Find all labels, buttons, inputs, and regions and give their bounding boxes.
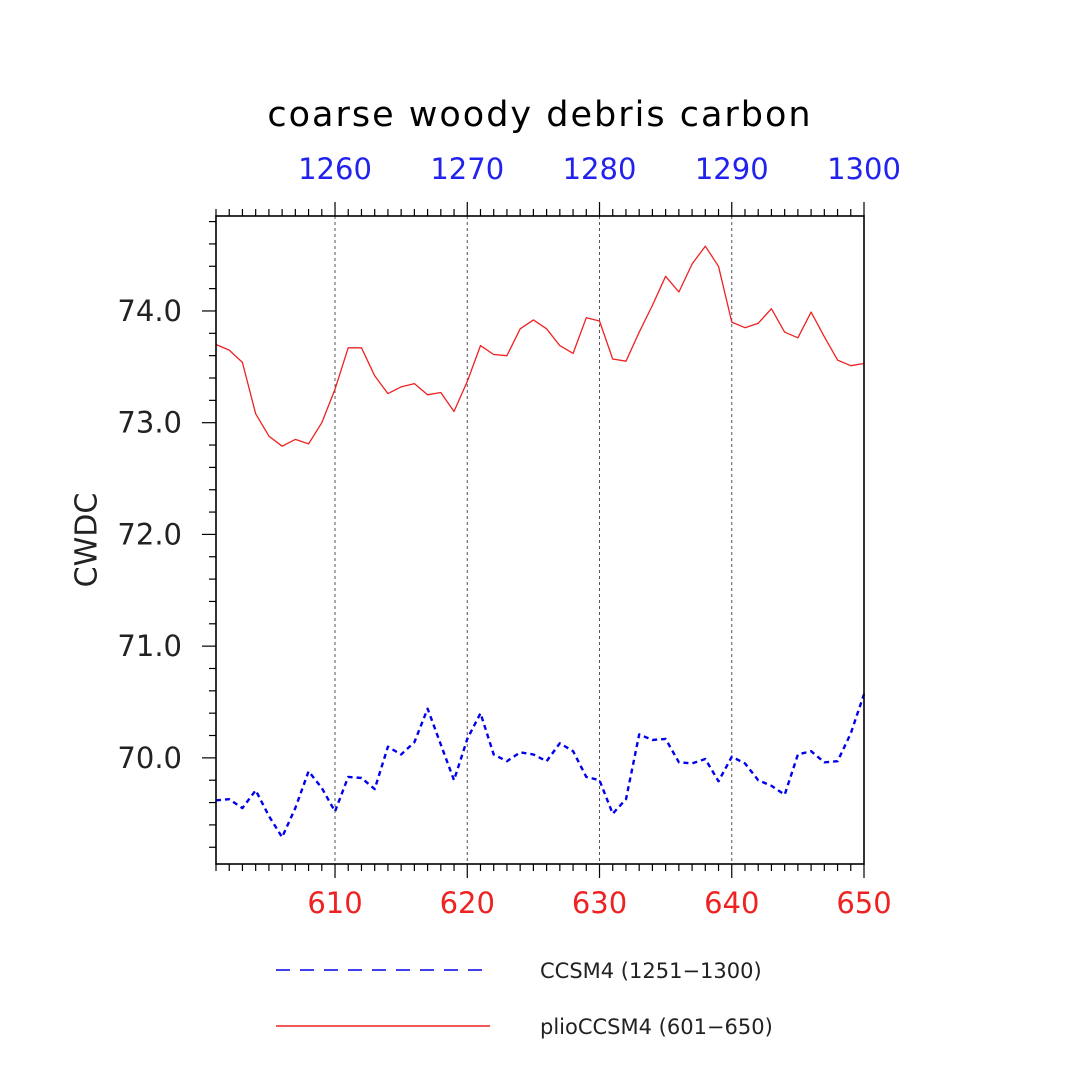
y-tick-label: 70.0	[117, 741, 182, 775]
x-top-tick-label: 1300	[827, 152, 901, 186]
legend-label-ccsm4: CCSM4 (1251−1300)	[540, 959, 762, 983]
x-bottom-tick-label: 650	[836, 886, 891, 920]
x-bottom-tick-label: 640	[704, 886, 759, 920]
x-bottom-tick-label: 610	[307, 886, 362, 920]
x-top-tick-label: 1280	[563, 152, 637, 186]
series-line-pliccsm4	[215, 245, 865, 447]
legend-label-pliccsm4: plioCCSM4 (601−650)	[540, 1015, 773, 1039]
y-tick-label: 74.0	[117, 294, 182, 328]
series-line-ccsm4	[215, 693, 866, 839]
chart-title: coarse woody debris carbon	[267, 95, 812, 135]
x-bottom-tick-label: 620	[440, 886, 495, 920]
y-axis-label: CWDC	[70, 493, 105, 588]
plot-frame	[215, 215, 865, 865]
tick-labels: 610 620 630 640 650 1260 1270 1280 1290 1300 70.0 7…	[117, 152, 900, 920]
x-top-tick-label: 1290	[695, 152, 769, 186]
y-tick-label: 71.0	[117, 629, 182, 663]
y-tick-label: 72.0	[117, 517, 182, 551]
y-tick-label: 73.0	[117, 406, 182, 440]
x-bottom-tick-label: 630	[572, 886, 627, 920]
x-top-tick-label: 1260	[298, 152, 372, 186]
legend: CCSM4 (1251−1300) plioCCSM4 (601−650)	[276, 959, 773, 1039]
x-top-tick-label: 1270	[430, 152, 504, 186]
grid-lines	[334, 216, 733, 864]
axis-ticks	[202, 202, 865, 878]
series-lines	[215, 245, 866, 839]
